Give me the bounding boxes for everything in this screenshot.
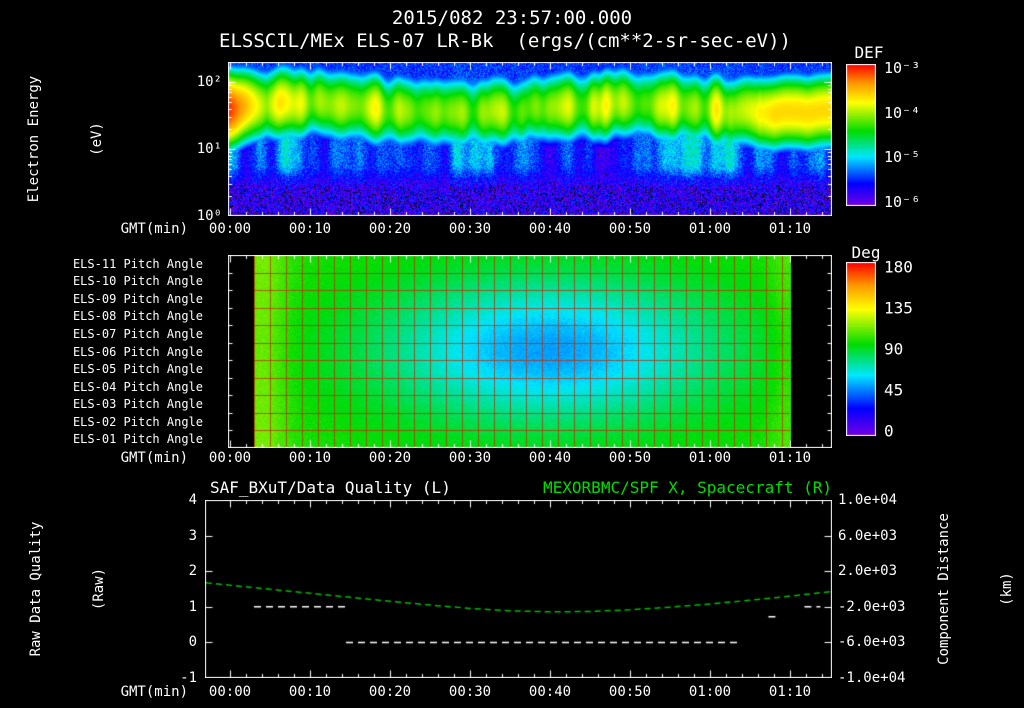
distance-y-tick-label: 1.0e+04	[838, 492, 898, 508]
page-title: 2015/082 23:57:00.000	[391, 7, 633, 29]
distance-y-tick-label: -6.0e+03	[838, 634, 906, 651]
pitch-x-tick-label: 01:00	[688, 450, 732, 466]
spectrogram-y-axis-label: Electron Energy (eV)	[0, 76, 150, 202]
quality-x-tick-label: 00:00	[208, 684, 252, 700]
deg-colorbar-tick-label: 90	[884, 339, 904, 359]
pitch-row-label: ELS-05 Pitch Angle	[72, 362, 203, 377]
quality-x-tick-label: 01:10	[768, 684, 812, 700]
def-colorbar-tick-label: 10⁻⁴	[884, 103, 921, 122]
pitch-row-label: ELS-04 Pitch Angle	[72, 379, 203, 394]
plot-title: ELSSCIL/MEx ELS-07 LR-Bk (ergs/(cm**2-sr…	[219, 30, 791, 52]
quality-x-tick-label: 01:00	[688, 684, 732, 700]
quality-y-tick-label: 3	[188, 527, 197, 544]
spectrogram-x-tick-label: 01:10	[768, 221, 812, 237]
pitch-row-label: ELS-03 Pitch Angle	[72, 397, 203, 412]
deg-colorbar-title: Deg	[851, 243, 881, 262]
axis-label-line: (eV)	[89, 122, 105, 156]
gmt-axis-label-3: GMT(min)	[120, 684, 188, 700]
distance-y-tick-label: 2.0e+03	[838, 563, 898, 580]
pitch-row-label: ELS-06 Pitch Angle	[72, 344, 203, 359]
pitch-row-label: ELS-10 Pitch Angle	[72, 274, 203, 289]
axis-label-line: Component Distance	[936, 513, 952, 665]
pitch-row-label: ELS-01 Pitch Angle	[72, 432, 203, 447]
quality-y-tick-label: -1	[180, 670, 197, 686]
spectrogram-y-tick-label: 10⁰	[196, 208, 222, 224]
quality-distance-plot	[205, 500, 832, 678]
quality-y-tick-label: 2	[188, 563, 197, 580]
distance-y-tick-label: 6.0e+03	[838, 527, 898, 544]
axis-label-line: Electron Energy	[26, 75, 42, 203]
spectrogram-y-tick-label: 10¹	[196, 141, 222, 158]
electron-energy-spectrogram	[228, 62, 832, 216]
pitch-row-label: ELS-11 Pitch Angle	[72, 256, 203, 271]
pitch-row-label: ELS-09 Pitch Angle	[72, 291, 203, 306]
quality-y-axis-label: Raw Data Quality (Raw)	[0, 522, 152, 657]
quality-x-tick-label: 00:50	[608, 684, 652, 700]
spectrogram-x-tick-label: 00:30	[448, 221, 492, 237]
quality-plot-title: SAF_BXuT/Data Quality (L)	[210, 478, 451, 497]
deg-colorbar-tick-label: 135	[884, 298, 913, 318]
pitch-x-tick-label: 00:00	[208, 450, 252, 466]
pitch-x-tick-label: 01:10	[768, 450, 812, 466]
pitch-x-tick-label: 00:20	[368, 450, 412, 466]
spectrogram-x-tick-label: 01:00	[688, 221, 732, 237]
deg-colorbar	[846, 262, 876, 436]
gmt-axis-label-1: GMT(min)	[120, 221, 188, 237]
axis-label-line: (Raw)	[91, 567, 107, 611]
quality-y-tick-label: 1	[188, 598, 197, 615]
pitch-row-label: ELS-07 Pitch Angle	[72, 326, 203, 341]
deg-colorbar-tick-label: 180	[884, 257, 913, 277]
def-colorbar-title: DEF	[854, 43, 884, 62]
distance-y-tick-label: -1.0e+04	[838, 670, 906, 686]
deg-colorbar-tick-label: 45	[884, 380, 904, 400]
pitch-x-tick-label: 00:40	[528, 450, 572, 466]
quality-y-tick-label: 0	[188, 634, 197, 651]
quality-x-tick-label: 00:40	[528, 684, 572, 700]
gmt-axis-label-2: GMT(min)	[120, 450, 188, 466]
axis-label-line: Raw Data Quality	[28, 521, 44, 657]
quality-x-tick-label: 00:10	[288, 684, 332, 700]
axis-label-line: (km)	[999, 572, 1015, 606]
distance-plot-title: MEXORBMC/SPF X, Spacecraft (R)	[543, 478, 832, 497]
deg-colorbar-tick-label: 0	[884, 421, 894, 441]
distance-y-axis-label: Component Distance (km)	[892, 513, 1024, 665]
spectrogram-y-tick-label: 10²	[196, 74, 222, 91]
spectrogram-x-tick-label: 00:00	[208, 221, 252, 237]
spectrogram-x-tick-label: 00:40	[528, 221, 572, 237]
pitch-x-tick-label: 00:30	[448, 450, 492, 466]
pitch-x-tick-label: 00:50	[608, 450, 652, 466]
pitch-row-label: ELS-08 Pitch Angle	[72, 309, 203, 324]
quality-x-tick-label: 00:20	[368, 684, 412, 700]
spectrogram-x-tick-label: 00:50	[608, 221, 652, 237]
spectrogram-x-tick-label: 00:10	[288, 221, 332, 237]
spectrogram-x-tick-label: 00:20	[368, 221, 412, 237]
pitch-x-tick-label: 00:10	[288, 450, 332, 466]
pitch-row-label: ELS-02 Pitch Angle	[72, 414, 203, 429]
pitch-angle-heatmap	[228, 255, 832, 448]
def-colorbar-tick-label: 10⁻⁵	[884, 148, 921, 167]
def-colorbar-tick-label: 10⁻³	[884, 59, 921, 78]
def-colorbar	[846, 64, 876, 206]
distance-y-tick-label: -2.0e+03	[838, 598, 906, 615]
quality-x-tick-label: 00:30	[448, 684, 492, 700]
def-colorbar-tick-label: 10⁻⁶	[884, 192, 921, 211]
quality-y-tick-label: 4	[188, 492, 197, 508]
